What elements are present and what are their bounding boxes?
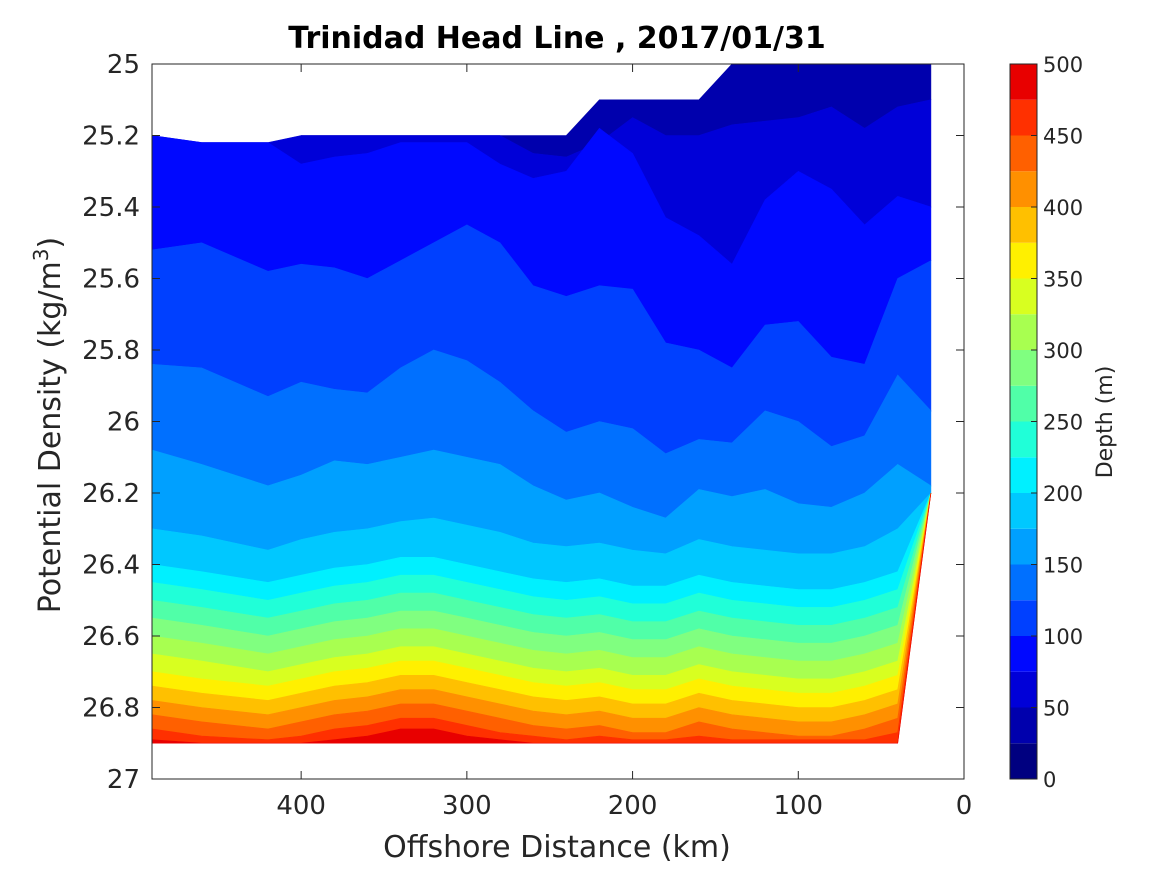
colorbar-segment	[1010, 671, 1037, 708]
colorbar-segment	[1010, 707, 1037, 744]
colorbar-segment	[1010, 564, 1037, 601]
colorbar-segment	[1010, 493, 1037, 529]
x-tick-label: 0	[956, 791, 973, 821]
colorbar-segment	[1010, 242, 1037, 279]
colorbar-segment	[1010, 385, 1037, 422]
y-axis-label-main: Potential Density (kg/m	[33, 261, 68, 613]
contour-band-18	[152, 492, 932, 744]
colorbar-segment	[1010, 421, 1037, 458]
colorbar-label: Depth (m)	[1093, 366, 1118, 479]
colorbar-segment	[1010, 457, 1037, 493]
colorbar-segment	[1010, 171, 1037, 207]
colorbar-tick-label: 100	[1043, 625, 1083, 649]
colorbar-tick-label: 450	[1043, 125, 1083, 149]
y-axis-label-superscript: 3	[29, 248, 53, 261]
colorbar-tick-label: 300	[1043, 339, 1083, 363]
y-tick-label: 26.6	[82, 622, 140, 652]
colorbar-segment	[1010, 350, 1037, 386]
colorbar-ticks: 0 50 100 150 200 250 300 350 400 450 500	[1031, 53, 1083, 792]
colorbar-tick-label: 0	[1043, 768, 1056, 792]
y-tick-label: 25.2	[82, 122, 140, 152]
y-axis-label-close: )	[33, 237, 68, 249]
y-axis-ticks: 25 25.2 25.4 25.6 25.8 26 26.2 26.4 26.6 26.8 27	[82, 50, 964, 795]
y-tick-label: 25.8	[82, 336, 140, 366]
colorbar-tick-label: 250	[1043, 411, 1083, 435]
x-tick-label: 400	[276, 791, 326, 821]
y-tick-label: 25.6	[82, 265, 140, 295]
x-tick-label: 100	[773, 791, 823, 821]
y-tick-label: 26.4	[82, 551, 140, 581]
colorbar	[1009, 63, 1038, 780]
colorbar-segment	[1010, 99, 1037, 136]
colorbar-segment	[1010, 135, 1037, 172]
colorbar-tick-label: 500	[1043, 53, 1083, 77]
colorbar-tick-label: 200	[1043, 482, 1083, 506]
contour-fill-layer	[152, 64, 932, 744]
y-tick-label: 26	[107, 408, 140, 438]
colorbar-tick-label: 350	[1043, 268, 1083, 292]
x-axis-label: Offshore Distance (km)	[383, 830, 731, 865]
colorbar-tick-label: 400	[1043, 196, 1083, 220]
y-tick-label: 27	[107, 765, 140, 795]
colorbar-segment	[1010, 528, 1037, 565]
x-tick-label: 200	[608, 791, 658, 821]
x-axis-ticks: 400 300 200 100 0	[276, 64, 972, 821]
y-tick-label: 26.8	[82, 694, 140, 724]
x-tick-label: 300	[442, 791, 492, 821]
y-tick-label: 26.2	[82, 479, 140, 509]
colorbar-segment	[1010, 207, 1037, 243]
y-axis-label: Potential Density (kg/m3)	[29, 237, 68, 613]
colorbar-segment	[1010, 278, 1037, 315]
colorbar-tick-label: 150	[1043, 554, 1083, 578]
y-tick-label: 25.4	[82, 193, 140, 223]
colorbar-tick-label: 50	[1043, 697, 1070, 721]
colorbar-segment	[1010, 743, 1037, 779]
chart-title: Trinidad Head Line , 2017/01/31	[288, 21, 825, 56]
y-tick-label: 25	[107, 50, 140, 80]
colorbar-segment	[1010, 314, 1037, 350]
colorbar-segment	[1010, 600, 1037, 636]
colorbar-segment	[1010, 64, 1037, 100]
colorbar-segment	[1010, 636, 1037, 672]
